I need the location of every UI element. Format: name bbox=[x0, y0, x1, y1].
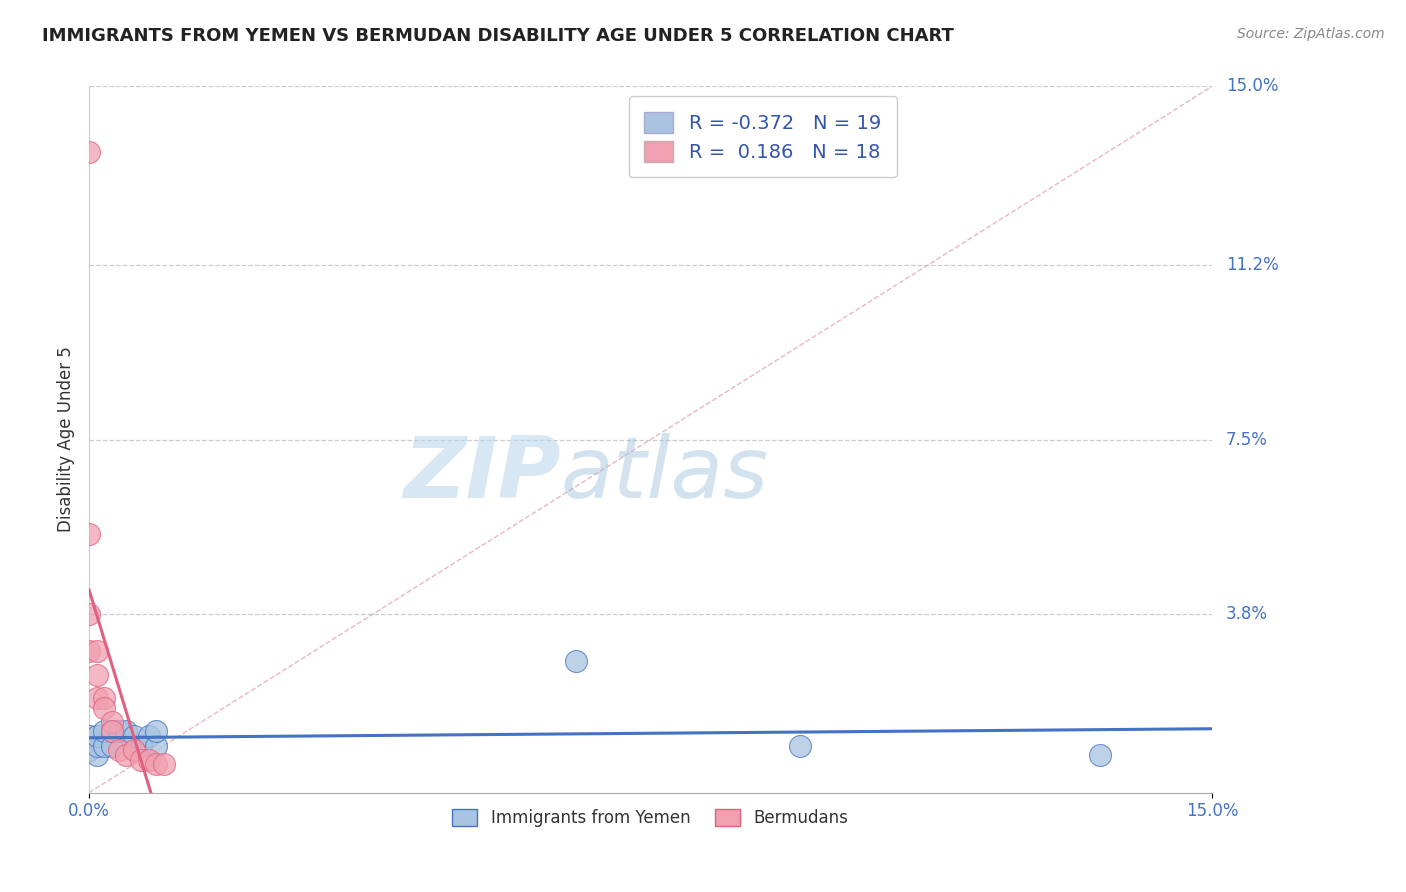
Text: IMMIGRANTS FROM YEMEN VS BERMUDAN DISABILITY AGE UNDER 5 CORRELATION CHART: IMMIGRANTS FROM YEMEN VS BERMUDAN DISABI… bbox=[42, 27, 955, 45]
Text: 3.8%: 3.8% bbox=[1226, 605, 1268, 623]
Point bbox=[77, 607, 100, 621]
Point bbox=[138, 729, 160, 743]
Point bbox=[789, 739, 811, 753]
Point bbox=[77, 526, 100, 541]
Point bbox=[100, 724, 122, 739]
Text: Source: ZipAtlas.com: Source: ZipAtlas.com bbox=[1237, 27, 1385, 41]
Text: ZIP: ZIP bbox=[404, 434, 561, 516]
Point bbox=[145, 724, 167, 739]
Point bbox=[138, 753, 160, 767]
Point bbox=[115, 724, 138, 739]
Point bbox=[86, 747, 108, 762]
Point bbox=[93, 691, 115, 706]
Point bbox=[108, 743, 131, 757]
Text: 7.5%: 7.5% bbox=[1226, 431, 1268, 449]
Point bbox=[145, 739, 167, 753]
Point bbox=[1088, 747, 1111, 762]
Point bbox=[93, 739, 115, 753]
Point bbox=[77, 743, 100, 757]
Point bbox=[115, 747, 138, 762]
Point bbox=[122, 743, 145, 757]
Point bbox=[100, 724, 122, 739]
Point bbox=[145, 757, 167, 772]
Point bbox=[100, 739, 122, 753]
Point bbox=[86, 729, 108, 743]
Text: 11.2%: 11.2% bbox=[1226, 256, 1278, 275]
Point bbox=[86, 691, 108, 706]
Point bbox=[86, 739, 108, 753]
Point bbox=[108, 724, 131, 739]
Point bbox=[153, 757, 176, 772]
Point bbox=[100, 714, 122, 729]
Point bbox=[77, 145, 100, 160]
Point bbox=[131, 739, 153, 753]
Point bbox=[564, 654, 586, 668]
Point bbox=[131, 753, 153, 767]
Point bbox=[93, 701, 115, 715]
Point bbox=[122, 729, 145, 743]
Text: atlas: atlas bbox=[561, 434, 769, 516]
Text: 15.0%: 15.0% bbox=[1226, 78, 1278, 95]
Point bbox=[77, 729, 100, 743]
Y-axis label: Disability Age Under 5: Disability Age Under 5 bbox=[58, 347, 75, 533]
Point bbox=[86, 668, 108, 682]
Legend: Immigrants from Yemen, Bermudans: Immigrants from Yemen, Bermudans bbox=[446, 802, 855, 834]
Point bbox=[86, 644, 108, 658]
Point bbox=[77, 644, 100, 658]
Point bbox=[93, 724, 115, 739]
